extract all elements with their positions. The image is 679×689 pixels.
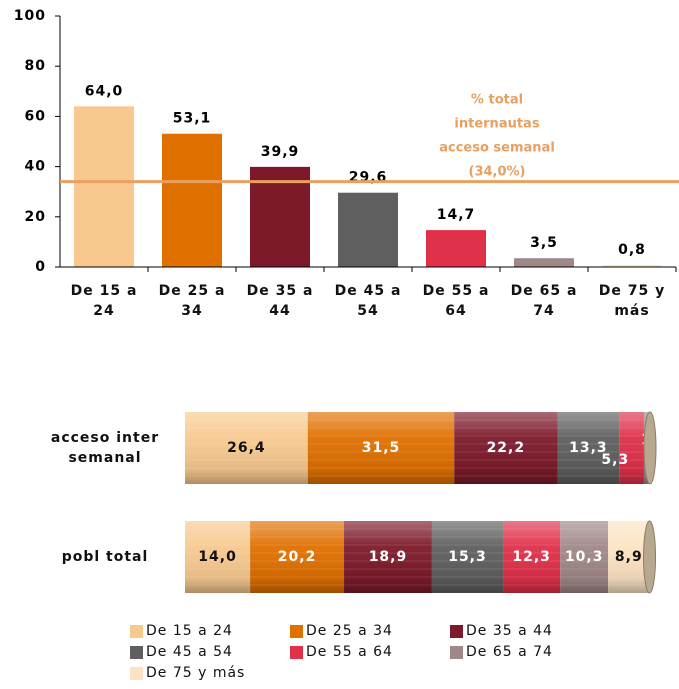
legend-label: De 75 y más xyxy=(146,665,245,681)
legend-item: De 15 a 24 xyxy=(130,623,233,639)
bar-cap xyxy=(644,412,656,484)
legend-swatch xyxy=(290,625,303,638)
legend-swatch xyxy=(130,646,143,659)
value-label: 14,0 xyxy=(198,549,237,565)
bar xyxy=(426,230,486,267)
value-label: 14,7 xyxy=(437,207,476,223)
bar xyxy=(514,258,574,267)
category-label: pobl total xyxy=(40,547,170,567)
category-label: acceso inter semanal xyxy=(40,428,170,468)
legend-label: De 35 a 44 xyxy=(466,623,553,639)
value-label: 31,5 xyxy=(362,440,401,456)
bar xyxy=(162,134,222,267)
value-label: 64,0 xyxy=(85,83,124,99)
value-label: 20,2 xyxy=(278,549,317,565)
y-tick-label: 40 xyxy=(25,159,46,175)
value-label: 53,1 xyxy=(173,111,212,127)
bar-cap xyxy=(644,521,656,593)
legend-label: De 45 a 54 xyxy=(146,644,233,660)
bar xyxy=(338,193,398,267)
legend-swatch xyxy=(130,667,143,680)
value-label: 26,4 xyxy=(227,440,266,456)
annotation: acceso semanal xyxy=(439,141,555,156)
x-tick-label: De 55 a 64 xyxy=(412,281,500,321)
value-label: 18,9 xyxy=(369,549,408,565)
value-label: 3,5 xyxy=(530,235,558,251)
x-tick-label: De 45 a 54 xyxy=(324,281,412,321)
annotation: (34,0%) xyxy=(469,165,526,180)
x-tick-label: De 25 a 34 xyxy=(148,281,236,321)
legend-item: De 75 y más xyxy=(130,665,245,681)
legend-item: De 55 a 64 xyxy=(290,644,393,660)
legend-label: De 25 a 34 xyxy=(306,623,393,639)
legend-item: De 25 a 34 xyxy=(290,623,393,639)
x-tick-label: De 15 a 24 xyxy=(60,281,148,321)
annotation: % total xyxy=(471,93,523,108)
value-label: 15,3 xyxy=(448,549,487,565)
y-tick-label: 60 xyxy=(25,108,46,124)
legend-label: De 65 a 74 xyxy=(466,644,553,660)
bar-shade xyxy=(619,412,644,484)
page: 0 20 40 60 80 100 64,0 53,1 39,9 29,6 14,7 3,5 0,8 % … xyxy=(0,0,679,689)
value-label: 29,6 xyxy=(349,170,388,186)
legend-swatch xyxy=(450,646,463,659)
legend-item: De 35 a 44 xyxy=(450,623,553,639)
legend-item: De 45 a 54 xyxy=(130,644,233,660)
legend-swatch xyxy=(450,625,463,638)
bar xyxy=(74,106,134,267)
y-tick-label: 20 xyxy=(25,209,46,225)
y-tick-label: 0 xyxy=(35,259,46,275)
value-label: 12,3 xyxy=(512,549,551,565)
legend-item: De 65 a 74 xyxy=(450,644,553,660)
value-label: 22,2 xyxy=(487,440,526,456)
legend-swatch xyxy=(130,625,143,638)
value-label: 39,9 xyxy=(261,144,300,160)
value-label: 0,8 xyxy=(618,242,646,258)
y-tick-label: 80 xyxy=(25,58,46,74)
x-tick-label: De 35 a 44 xyxy=(236,281,324,321)
annotation: internautas xyxy=(454,117,539,132)
x-tick-label: De 75 y más xyxy=(588,281,676,321)
value-label: 5,3 xyxy=(601,452,629,468)
value-label: 10,3 xyxy=(565,549,604,565)
value-label: 8,9 xyxy=(615,549,643,565)
x-tick-label: De 65 a 74 xyxy=(500,281,588,321)
y-tick-label: 100 xyxy=(14,8,46,24)
legend-label: De 55 a 64 xyxy=(306,644,393,660)
chart: 0 20 40 60 80 100 64,0 53,1 39,9 29,6 14,7 3,5 0,8 % … xyxy=(0,0,679,689)
legend-label: De 15 a 24 xyxy=(146,623,233,639)
legend-swatch xyxy=(290,646,303,659)
